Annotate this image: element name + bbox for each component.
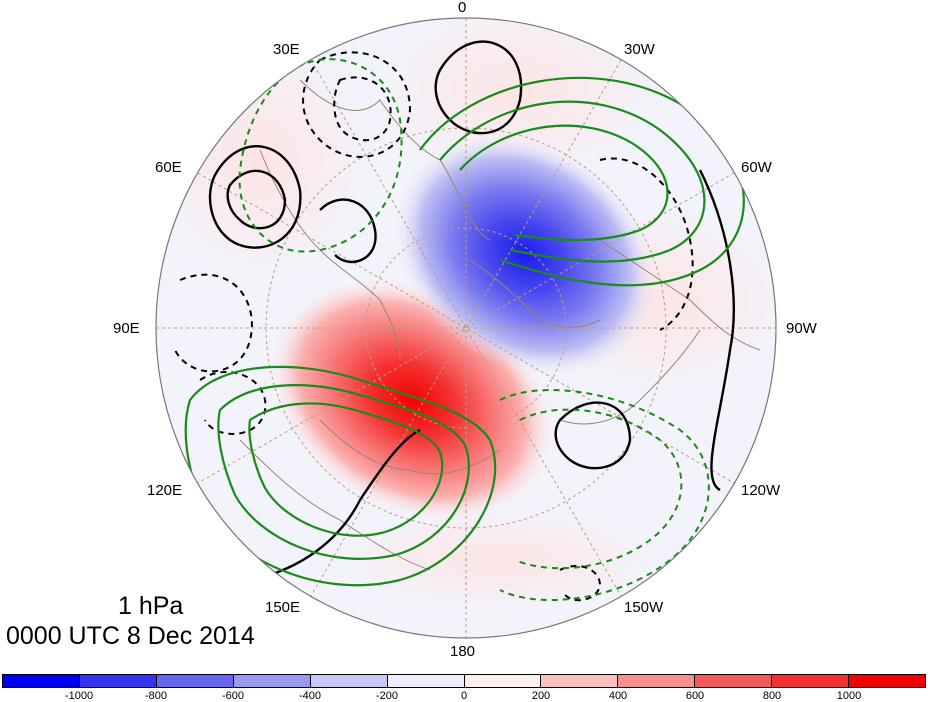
colorbar [2, 674, 926, 688]
green-dashed-contours [238, 58, 710, 601]
colorbar-box [464, 675, 542, 687]
colorbar-box [695, 675, 773, 687]
lon-label-150e: 150E [265, 599, 301, 616]
valid-time-caption: 0000 UTC 8 Dec 2014 [6, 622, 255, 650]
colorbar-box [772, 675, 850, 687]
black-dashed-contours [174, 51, 694, 602]
colorbar-tick-label: -1000 [64, 690, 94, 702]
colorbar-tick-label: 600 [685, 690, 705, 702]
lon-label-30e: 30E [273, 41, 300, 58]
lon-label-90e: 90E [113, 320, 140, 337]
colorbar-box [156, 675, 234, 687]
colorbar-tick-label: -200 [375, 690, 399, 702]
colorbar-box [233, 675, 311, 687]
lon-label-120e: 120E [147, 482, 183, 499]
colorbar-box [79, 675, 157, 687]
lon-label-60w: 60W [741, 159, 772, 176]
positive-shading-weak [156, 40, 370, 280]
negative-anomaly-shading [394, 134, 656, 376]
lon-label-60e: 60E [155, 159, 182, 176]
graticule [156, 18, 776, 638]
lon-label-30w: 30W [624, 41, 655, 58]
colorbar-box [618, 675, 696, 687]
lon-label-90w: 90W [786, 320, 817, 337]
colorbar-box [310, 675, 388, 687]
colorbar-tick-label: 1000 [836, 690, 862, 702]
colorbar-tick-label: -800 [144, 690, 168, 702]
positive-shading-weak [340, 510, 660, 610]
colorbar-tick-label: 0 [460, 690, 468, 702]
pressure-level-caption: 1 hPa [118, 592, 184, 620]
lon-label-0: 0 [458, 0, 467, 16]
colorbar-box [849, 675, 926, 687]
polar-stereographic-map [155, 17, 777, 639]
lon-label-120w: 120W [741, 482, 781, 499]
colorbar-box [541, 675, 619, 687]
colorbar-box [3, 675, 80, 687]
colorbar-tick-label: -400 [298, 690, 322, 702]
lon-label-150w: 150W [624, 599, 664, 616]
lon-label-180: 180 [450, 643, 476, 660]
map-disk [156, 18, 776, 638]
colorbar-tick-label: 200 [531, 690, 551, 702]
black-solid-contours [208, 40, 735, 582]
colorbar-tick-label: 400 [608, 690, 628, 702]
colorbar-tick-label: -600 [221, 690, 245, 702]
map-boundary [155, 17, 777, 639]
colorbar-tick-label: 800 [762, 690, 782, 702]
colorbar-box [387, 675, 465, 687]
